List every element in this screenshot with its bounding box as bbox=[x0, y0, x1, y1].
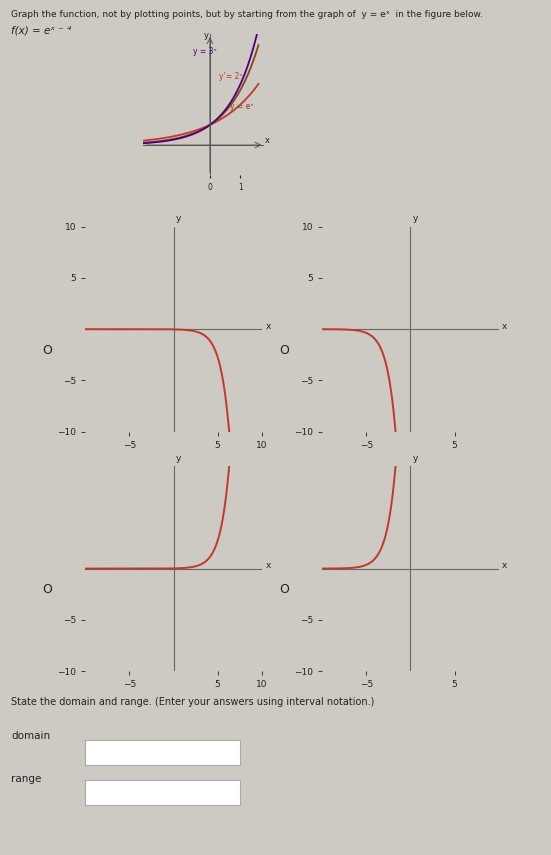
Text: x: x bbox=[265, 136, 270, 144]
Text: Graph the function, not by plotting points, but by starting from the graph of  y: Graph the function, not by plotting poin… bbox=[11, 10, 483, 20]
Text: y: y bbox=[176, 215, 182, 223]
Text: x: x bbox=[265, 561, 271, 570]
Text: x: x bbox=[502, 561, 507, 570]
Text: x: x bbox=[502, 321, 507, 331]
Text: f(x) = eˣ ⁻ ⁴: f(x) = eˣ ⁻ ⁴ bbox=[11, 26, 71, 36]
Text: domain: domain bbox=[11, 731, 50, 741]
Text: range: range bbox=[11, 774, 41, 784]
Text: O: O bbox=[42, 583, 52, 597]
Text: y: y bbox=[413, 215, 419, 223]
Text: State the domain and range. (Enter your answers using interval notation.): State the domain and range. (Enter your … bbox=[11, 697, 374, 707]
Text: O: O bbox=[279, 583, 289, 597]
Text: x: x bbox=[265, 321, 271, 331]
Text: y = eˣ: y = eˣ bbox=[230, 102, 253, 111]
Text: O: O bbox=[42, 344, 52, 357]
Text: y = 3ˣ: y = 3ˣ bbox=[193, 47, 217, 56]
Text: O: O bbox=[279, 344, 289, 357]
Text: y: y bbox=[413, 454, 419, 463]
Text: y’= 2ˣ: y’= 2ˣ bbox=[219, 72, 243, 80]
Text: y: y bbox=[176, 454, 182, 463]
Text: y: y bbox=[204, 32, 209, 40]
